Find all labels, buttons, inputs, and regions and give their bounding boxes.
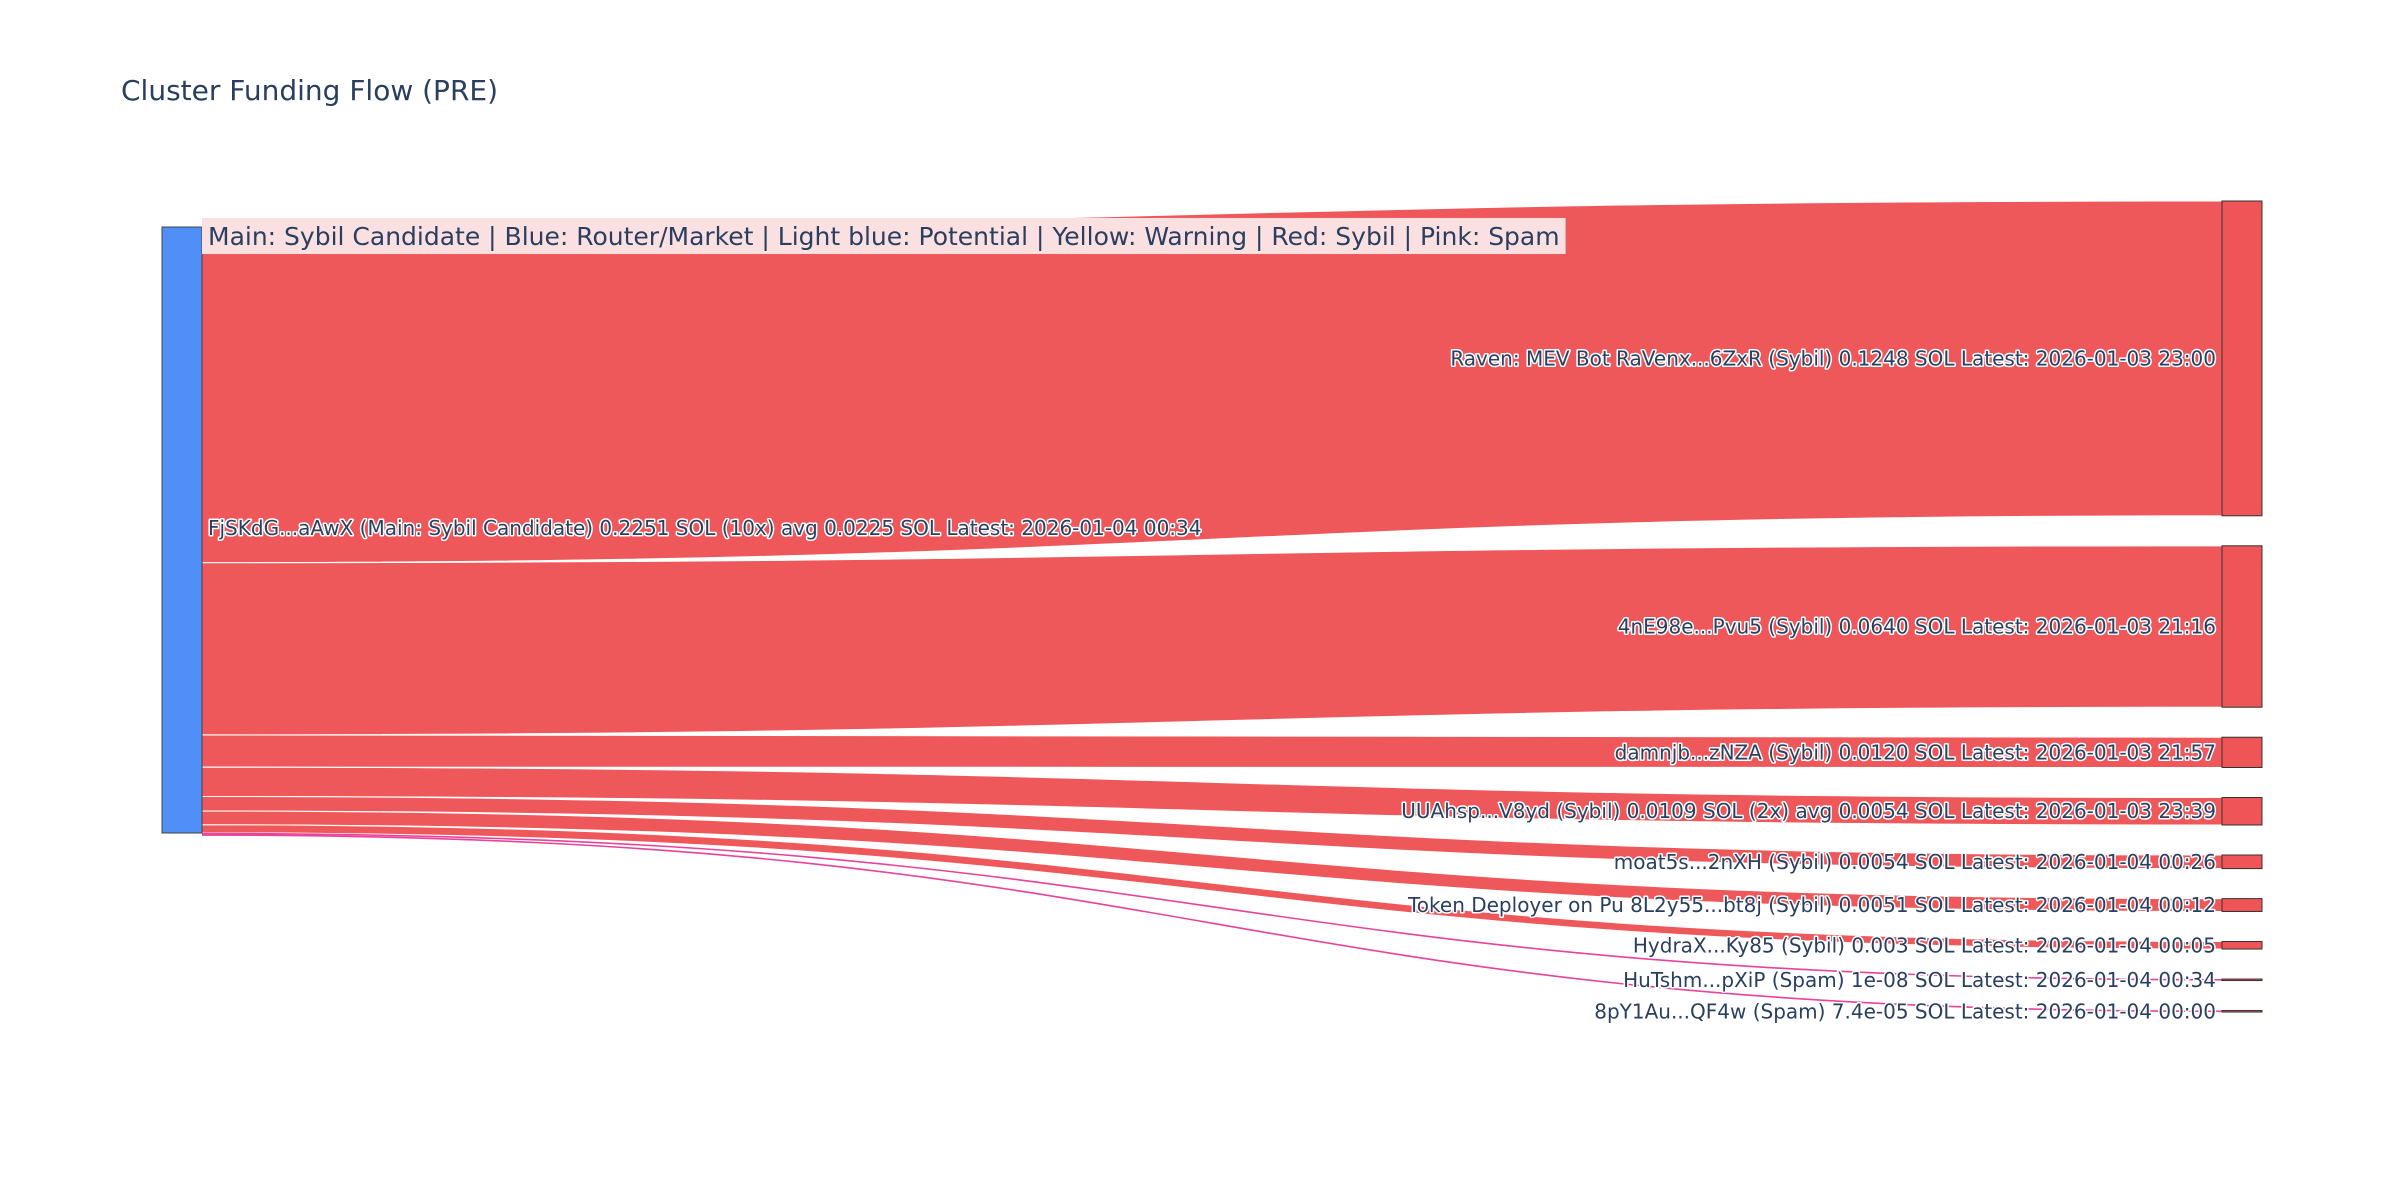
sankey-links bbox=[201, 200, 2223, 1013]
target-node-6[interactable] bbox=[2221, 940, 2263, 950]
target-node-3[interactable] bbox=[2221, 796, 2263, 826]
target-label-2: damnjb...zNZA (Sybil) 0.0120 SOL Latest:… bbox=[1615, 740, 2216, 764]
target-node-0[interactable] bbox=[2221, 200, 2263, 517]
target-label-6: HydraX...Ky85 (Sybil) 0.003 SOL Latest: … bbox=[1633, 933, 2216, 957]
target-label-3: UUAhsp...V8yd (Sybil) 0.0109 SOL (2x) av… bbox=[1401, 799, 2216, 823]
target-label-1: 4nE98e...Pvu5 (Sybil) 0.0640 SOL Latest:… bbox=[1618, 615, 2216, 639]
target-node-4[interactable] bbox=[2221, 854, 2263, 870]
flow-link-0[interactable] bbox=[201, 200, 2223, 564]
target-label-5: Token Deployer on Pu 8L2y55...bt8j (Sybi… bbox=[1407, 893, 2216, 917]
legend: Main: Sybil Candidate | Blue: Router/Mar… bbox=[202, 218, 1566, 254]
source-node[interactable] bbox=[161, 226, 203, 834]
flow-link-1[interactable] bbox=[201, 545, 2223, 736]
target-label-0: Raven: MEV Bot RaVenx...6ZxR (Sybil) 0.1… bbox=[1450, 346, 2216, 370]
chart-title: Cluster Funding Flow (PRE) bbox=[121, 74, 498, 107]
flow-link-8[interactable] bbox=[201, 834, 2223, 1013]
target-node-2[interactable] bbox=[2221, 736, 2263, 768]
legend-background bbox=[202, 218, 1566, 254]
sankey-labels: Raven: MEV Bot RaVenx...6ZxR (Sybil) 0.1… bbox=[207, 345, 2218, 1025]
target-label-8: 8pY1Au...QF4w (Spam) 7.4e-05 SOL Latest:… bbox=[1594, 999, 2216, 1023]
flow-link-6[interactable] bbox=[201, 824, 2223, 950]
legend-text: Main: Sybil Candidate | Blue: Router/Mar… bbox=[208, 222, 1560, 251]
target-label-4: moat5s...2nXH (Sybil) 0.0054 SOL Latest:… bbox=[1614, 850, 2216, 874]
source-label: FjSKdG...aAwX (Main: Sybil Candidate) 0.… bbox=[208, 516, 1202, 540]
target-node-8[interactable] bbox=[2221, 1010, 2263, 1013]
target-node-5[interactable] bbox=[2221, 898, 2263, 912]
flow-link-7[interactable] bbox=[201, 832, 2223, 981]
target-node-7[interactable] bbox=[2221, 978, 2263, 982]
sankey-nodes bbox=[161, 200, 2263, 1013]
target-label-7: HuTshm...pXiP (Spam) 1e-08 SOL Latest: 2… bbox=[1623, 968, 2216, 992]
target-node-1[interactable] bbox=[2221, 545, 2263, 708]
